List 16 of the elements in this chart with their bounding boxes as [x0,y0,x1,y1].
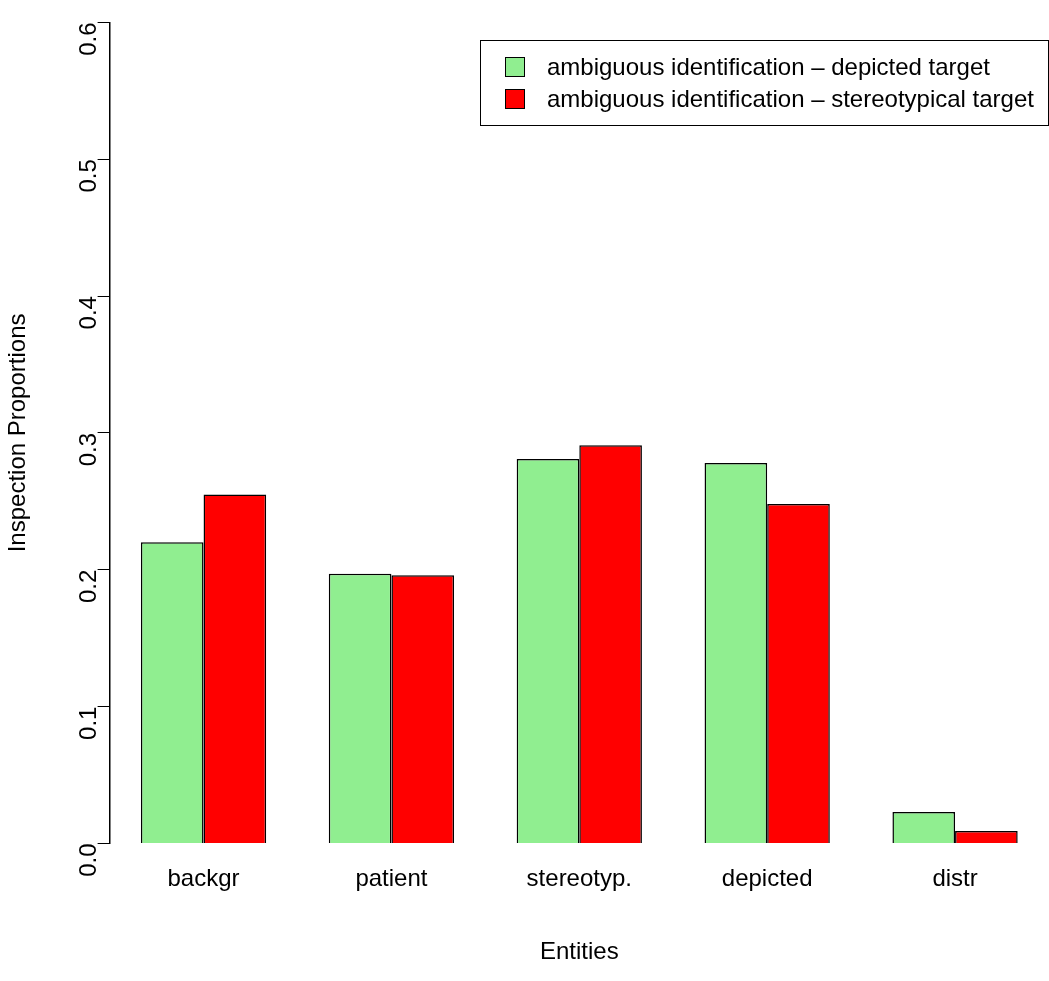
x-tick-label: distr [932,864,978,892]
y-tick-label: 0.6 [74,22,102,56]
y-tick-label: 0.0 [74,843,102,877]
y-tick-label: 0.4 [74,296,102,330]
y-tick-label: 0.3 [74,432,102,467]
y-axis-title: Inspection Proportions [3,313,31,553]
y-tick-label: 0.1 [74,706,102,740]
legend-label: ambiguous identification – stereotypical target [547,85,1034,114]
legend-label: ambiguous identification – depicted target [547,53,990,82]
y-tick-label: 0.5 [74,159,102,193]
x-tick-label: backgr [167,864,240,892]
x-tick-label: patient [355,864,428,892]
y-tick-label: 0.2 [74,569,102,604]
x-tick-label: stereotyp. [526,864,632,892]
x-axis-title: Entities [539,937,619,965]
x-tick-label: depicted [721,864,813,892]
